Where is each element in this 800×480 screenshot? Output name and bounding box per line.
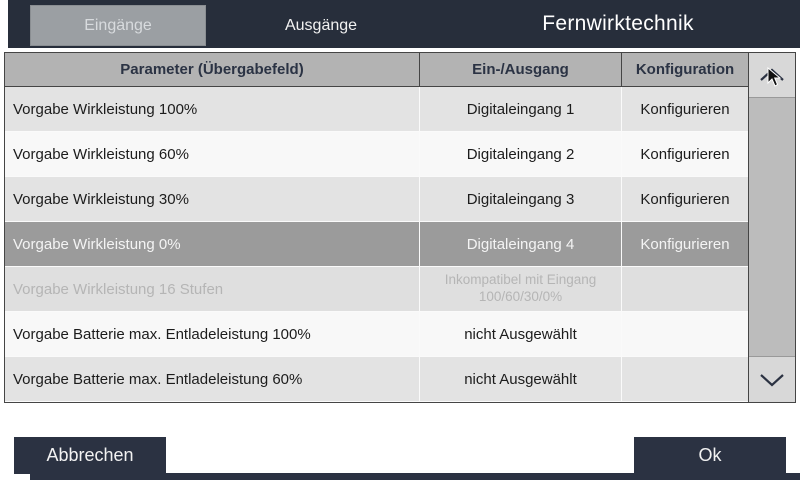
column-header-io: Ein-/Ausgang [420, 53, 622, 87]
scroll-up-button[interactable] [749, 53, 795, 98]
top-bar: Eingänge Ausgänge Fernwirktechnik [8, 0, 800, 48]
mouse-cursor-icon [767, 67, 782, 87]
chevron-up-icon [760, 68, 784, 81]
table-scrollbar[interactable] [748, 53, 795, 402]
cell-config-empty [622, 357, 748, 402]
configure-button[interactable]: Konfigurieren [622, 132, 748, 177]
tab-ausgaenge[interactable]: Ausgänge [284, 16, 358, 34]
cell-parameter: Vorgabe Wirkleistung 100% [5, 87, 420, 132]
cell-io: Digitaleingang 1 [420, 87, 622, 132]
configure-button[interactable]: Konfigurieren [622, 87, 748, 132]
cell-io: nicht Ausgewählt [420, 312, 622, 357]
cell-config-empty [622, 312, 748, 357]
tab-eingaenge[interactable]: Eingänge [30, 5, 206, 46]
cell-parameter: Vorgabe Wirkleistung 0% [5, 222, 420, 267]
scroll-down-button[interactable] [749, 356, 795, 402]
page-title: Fernwirktechnik [542, 12, 694, 35]
cell-config-empty [622, 267, 748, 312]
chevron-down-icon [760, 373, 784, 386]
cell-parameter: Vorgabe Wirkleistung 30% [5, 177, 420, 222]
cell-parameter: Vorgabe Wirkleistung 60% [5, 132, 420, 177]
cell-io: Digitaleingang 2 [420, 132, 622, 177]
column-header-config: Konfiguration [622, 53, 748, 87]
cell-io: Inkompatibel mit Eingang 100/60/30/0% [420, 267, 622, 312]
io-mapping-table: Parameter (Übergabefeld) Ein-/Ausgang Ko… [4, 52, 796, 403]
cancel-button[interactable]: Abbrechen [14, 437, 166, 474]
ok-button[interactable]: Ok [634, 437, 786, 474]
cell-io: Digitaleingang 3 [420, 177, 622, 222]
cell-parameter: Vorgabe Batterie max. Entladeleistung 60… [5, 357, 420, 402]
cell-io: Digitaleingang 4 [420, 222, 622, 267]
bottom-strip [30, 473, 800, 480]
cell-parameter: Vorgabe Wirkleistung 16 Stufen [5, 267, 420, 312]
configure-button[interactable]: Konfigurieren [622, 222, 748, 267]
cell-parameter: Vorgabe Batterie max. Entladeleistung 10… [5, 312, 420, 357]
configure-button[interactable]: Konfigurieren [622, 177, 748, 222]
cell-io: nicht Ausgewählt [420, 357, 622, 402]
column-header-parameter: Parameter (Übergabefeld) [5, 53, 420, 87]
